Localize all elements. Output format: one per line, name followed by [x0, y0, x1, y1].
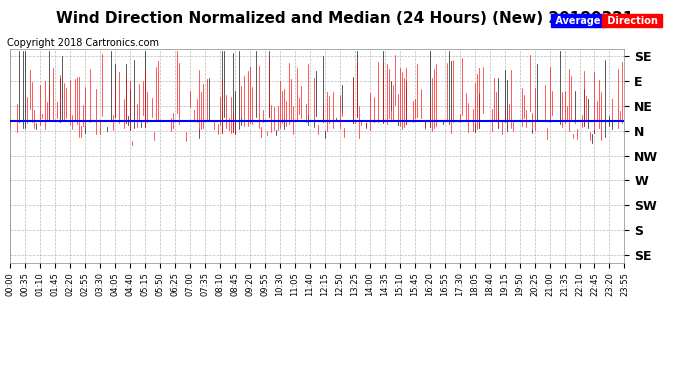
Text: Direction: Direction: [604, 16, 661, 26]
Text: Copyright 2018 Cartronics.com: Copyright 2018 Cartronics.com: [7, 38, 159, 48]
Text: Wind Direction Normalized and Median (24 Hours) (New) 20180321: Wind Direction Normalized and Median (24…: [57, 11, 633, 26]
Text: Average: Average: [552, 16, 604, 26]
